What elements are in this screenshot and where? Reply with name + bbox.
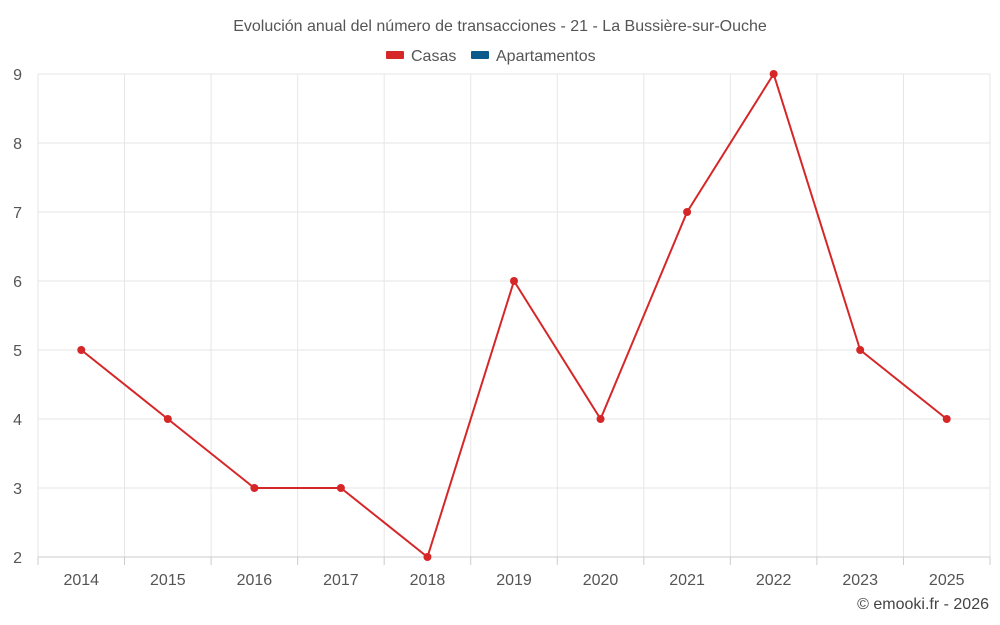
- legend-swatch-casas: [386, 51, 404, 59]
- data-point[interactable]: [163, 415, 172, 423]
- legend-swatch-apartamentos: [471, 51, 489, 59]
- legend[interactable]: Casas Apartamentos: [386, 48, 596, 65]
- x-tick-label: 2021: [669, 572, 705, 589]
- y-axis: 2 3 4 5 6 7 8 9: [13, 67, 22, 567]
- data-point[interactable]: [856, 346, 865, 354]
- data-point[interactable]: [769, 70, 778, 78]
- data-point[interactable]: [510, 277, 518, 285]
- y-tick-label: 3: [13, 481, 22, 498]
- x-tick-label: 2022: [756, 572, 792, 589]
- data-point[interactable]: [596, 415, 605, 423]
- legend-label-casas: Casas: [411, 48, 456, 65]
- credit-text: © emooki.fr - 2026: [857, 596, 989, 613]
- x-tick-label: 2017: [323, 572, 359, 589]
- y-tick-label: 2: [13, 550, 22, 567]
- x-tick-label: 2015: [150, 572, 186, 589]
- x-tick-label: 2025: [929, 572, 965, 589]
- y-tick-label: 7: [13, 205, 22, 222]
- legend-item-apartamentos[interactable]: Apartamentos: [471, 48, 596, 65]
- y-tick-label: 4: [13, 412, 22, 429]
- x-tick-label: 2014: [63, 572, 99, 589]
- legend-item-casas[interactable]: Casas: [386, 48, 456, 65]
- data-point[interactable]: [250, 484, 259, 492]
- y-tick-label: 6: [13, 274, 22, 291]
- x-tick-label: 2016: [237, 572, 273, 589]
- y-tick-label: 9: [13, 67, 22, 84]
- data-point[interactable]: [423, 553, 432, 561]
- x-tick-label: 2019: [496, 572, 532, 589]
- chart-title: Evolución anual del número de transaccio…: [233, 18, 767, 35]
- data-point[interactable]: [942, 415, 951, 423]
- data-point[interactable]: [77, 346, 86, 354]
- x-axis: 2014 2015 2016 2017 2018 2019 2020 2021 2022 2023…: [37, 557, 991, 589]
- x-tick-label: 2020: [583, 572, 619, 589]
- y-tick-label: 8: [13, 136, 22, 153]
- data-point[interactable]: [683, 208, 692, 216]
- data-point[interactable]: [336, 484, 345, 492]
- legend-label-apartamentos: Apartamentos: [496, 48, 596, 65]
- grid: [37, 73, 991, 557]
- x-tick-label: 2018: [410, 572, 446, 589]
- x-tick-label: 2023: [842, 572, 878, 589]
- series-layer: [77, 70, 951, 561]
- y-tick-label: 5: [13, 343, 22, 360]
